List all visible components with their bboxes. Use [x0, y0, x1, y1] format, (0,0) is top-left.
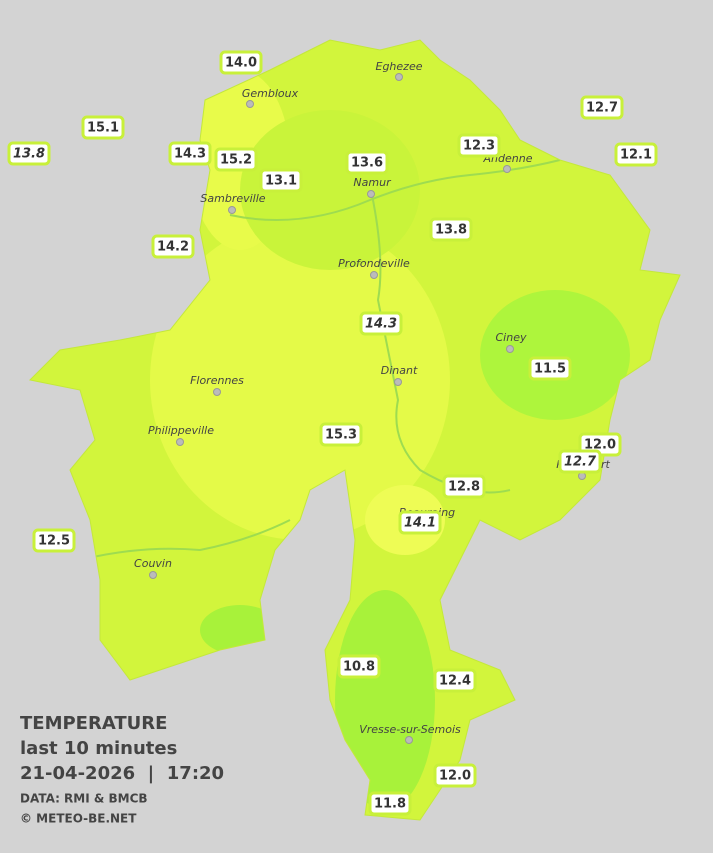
station-box — [558, 449, 602, 474]
station-box — [580, 95, 624, 120]
station-box — [337, 654, 381, 679]
station-box — [219, 50, 263, 75]
town-label: Eghezee — [376, 60, 423, 73]
town-label: Gembloux — [242, 87, 299, 100]
town-label: Vresse-sur-Semois — [359, 723, 461, 736]
town-dot — [228, 206, 236, 214]
station-box — [7, 141, 51, 166]
station-box — [433, 668, 477, 693]
town-label: Couvin — [134, 557, 172, 570]
station-value: 15.2 — [220, 153, 252, 168]
town-dot — [394, 378, 402, 386]
station-value: 13.8 — [435, 223, 467, 238]
station-value: 10.8 — [343, 660, 375, 675]
station-box — [345, 150, 389, 175]
station-value: 12.0 — [584, 438, 616, 453]
station-box — [614, 142, 658, 167]
town-label: Florennes — [190, 374, 244, 387]
legend-copyright: © METEO-BE.NET — [20, 812, 137, 826]
legend-source: DATA: RMI & BMCB — [20, 792, 148, 806]
station-box — [528, 356, 572, 381]
station-box — [429, 217, 473, 242]
station-value: 13.8 — [13, 147, 45, 162]
town-dot — [176, 438, 184, 446]
station-value: 12.1 — [620, 148, 652, 163]
station-value: 13.1 — [265, 174, 297, 189]
town-dot — [395, 73, 403, 81]
station-box — [319, 422, 363, 447]
station-box — [259, 168, 303, 193]
town-label: Philippeville — [148, 424, 214, 437]
legend-datetime: 21-04-2026 | 17:20 — [20, 763, 224, 784]
town-dot — [405, 736, 413, 744]
station-box — [359, 311, 403, 336]
station-value: 13.6 — [351, 156, 383, 171]
legend: TEMPERATURE last 10 minutes 21-04-2026 |… — [20, 713, 224, 826]
town-dot — [367, 190, 375, 198]
station-value: 15.1 — [87, 121, 119, 136]
station-box — [433, 763, 477, 788]
town-dot — [506, 345, 514, 353]
station-value: 11.5 — [534, 362, 566, 377]
station-value: 14.3 — [365, 317, 397, 332]
station-value: 12.7 — [564, 455, 597, 470]
town-dot — [213, 388, 221, 396]
station-box — [81, 115, 125, 140]
town-label: Ciney — [496, 331, 527, 344]
station-value: 12.5 — [38, 534, 70, 549]
station-box — [32, 528, 76, 553]
station-value: 12.0 — [439, 769, 471, 784]
station-box — [368, 791, 412, 816]
town-label: Namur — [353, 176, 392, 189]
legend-subtitle: last 10 minutes — [20, 738, 177, 759]
station-value: 11.8 — [374, 797, 406, 812]
station-box — [214, 147, 258, 172]
town-dot — [149, 571, 157, 579]
station-value: 12.4 — [439, 674, 471, 689]
station-box — [442, 474, 486, 499]
town-dot — [578, 472, 586, 480]
town-label: Dinant — [381, 364, 418, 377]
station-value: 15.3 — [325, 428, 357, 443]
town-dot — [370, 271, 378, 279]
station-value: 12.8 — [448, 480, 480, 495]
station-value: 14.2 — [157, 240, 189, 255]
stations: 14.0 15.1 13.8 14.3 15.2 13.1 13.6 12.3 12.7 12.1… — [7, 50, 658, 816]
station-box — [398, 510, 442, 535]
town-label: Profondeville — [338, 257, 410, 270]
station-box — [457, 133, 501, 158]
legend-title: TEMPERATURE — [20, 713, 167, 734]
station-value: 12.7 — [586, 101, 618, 116]
station-value: 14.0 — [225, 56, 257, 71]
station-value: 14.1 — [404, 516, 436, 531]
station-value: 12.3 — [463, 139, 495, 154]
province-border — [28, 39, 681, 821]
town-dot — [246, 100, 254, 108]
station-box — [151, 234, 195, 259]
station-value: 14.3 — [174, 147, 206, 162]
town-dot — [503, 165, 511, 173]
town-label: Sambreville — [200, 192, 265, 205]
station-box — [168, 141, 212, 166]
